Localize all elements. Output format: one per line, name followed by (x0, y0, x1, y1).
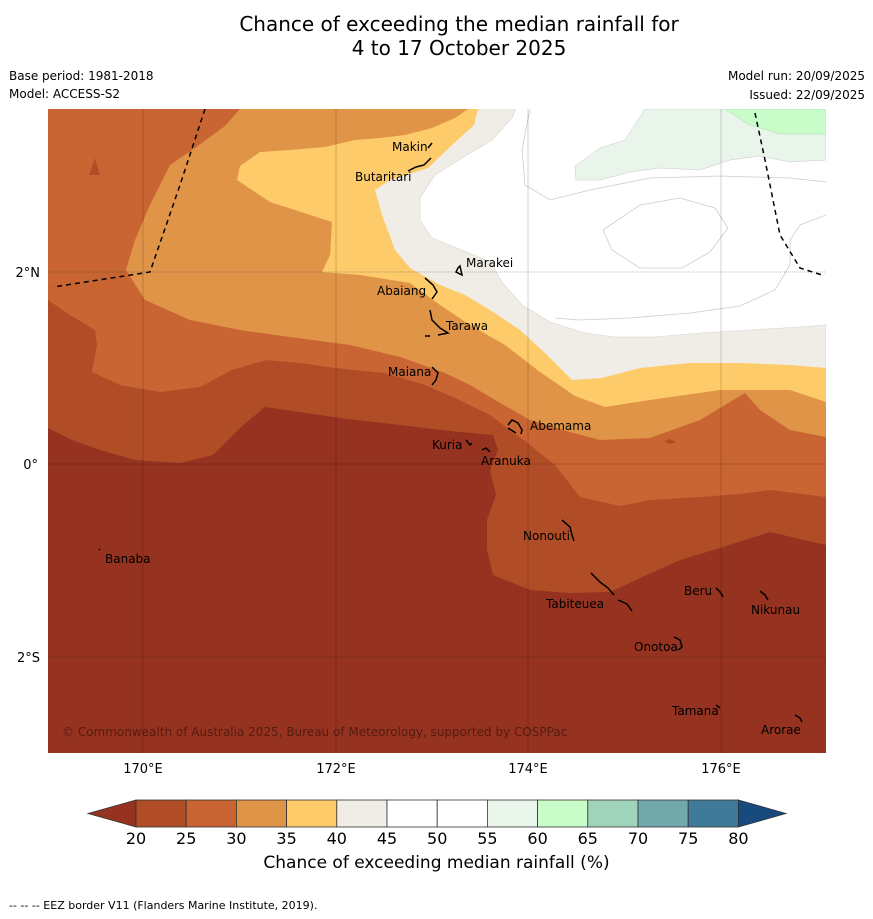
colorbar-label: Chance of exceeding median rainfall (%) (263, 853, 610, 873)
x-tick-174e: 174°E (508, 762, 548, 777)
label-onotoa: Onotoa (634, 640, 678, 654)
colorbar-tick-label: 80 (728, 829, 748, 848)
colorbar-tick-label: 50 (427, 829, 447, 848)
x-tick-170e: 170°E (123, 762, 163, 777)
x-tick-176e: 176°E (701, 762, 741, 777)
label-nonouti: Nonouti (523, 529, 570, 543)
island-butaritari (407, 157, 432, 172)
colorbar: 20 25 30 35 40 45 50 55 60 65 70 75 80 (86, 799, 788, 848)
label-tamana: Tamana (671, 704, 719, 718)
colorbar-tick-label: 75 (678, 829, 698, 848)
island-arorae (794, 714, 803, 723)
island-kuria (465, 439, 473, 447)
colorbar-segment (336, 799, 388, 828)
chart-title: Chance of exceeding the median rainfall … (0, 12, 873, 60)
colorbar-arrow-low (86, 799, 137, 828)
colorbar-segment (436, 799, 488, 828)
colorbar-segment (486, 799, 538, 828)
island-makin (427, 142, 433, 149)
island-tarawa (425, 309, 450, 337)
label-maiana: Maiana (388, 365, 431, 379)
model-name: Model: ACCESS-S2 (9, 87, 121, 101)
rainfall-map: Makin Butaritari Marakei Abaiang Tarawa … (48, 109, 826, 753)
colorbar-tick-label: 20 (126, 829, 146, 848)
label-banaba: Banaba (105, 552, 151, 566)
island-onotoa (673, 636, 683, 651)
colorbar-segment (637, 799, 689, 828)
colorbar-tick-label: 45 (377, 829, 397, 848)
label-aranuka: Aranuka (481, 454, 531, 468)
title-line-2: 4 to 17 October 2025 (351, 36, 567, 60)
label-beru: Beru (684, 584, 712, 598)
island-tabiteuea (590, 572, 633, 612)
label-butaritari: Butaritari (355, 170, 412, 184)
island-nonouti (561, 519, 575, 542)
label-tabiteuea: Tabiteuea (545, 597, 604, 611)
small-blob-west (89, 158, 100, 175)
y-tick-2s: 2°S (17, 651, 40, 666)
contour-line-1 (602, 197, 729, 269)
contour-line-3 (554, 214, 826, 321)
colorbar-tick-label: 30 (226, 829, 246, 848)
island-labels: Makin Butaritari Marakei Abaiang Tarawa … (105, 140, 801, 737)
island-aranuka (481, 447, 491, 453)
island-shapes (98, 142, 803, 723)
eez-borders (52, 109, 823, 288)
island-nikunau (759, 590, 769, 601)
colorbar-segment (185, 799, 237, 828)
colorbar-tick-label: 40 (327, 829, 347, 848)
label-kuria: Kuria (432, 438, 463, 452)
colorbar-tick-label: 70 (628, 829, 648, 848)
y-axis-ticks: 2°N 0° 2°S (16, 266, 41, 666)
y-tick-2n: 2°N (16, 266, 41, 281)
y-tick-0: 0° (23, 458, 38, 473)
colorbar-segment (235, 799, 287, 828)
island-abemama (507, 419, 523, 435)
model-run: Model run: 20/09/2025 (727, 69, 865, 83)
label-abaiang: Abaiang (377, 284, 426, 298)
band-60-65 (724, 109, 826, 135)
island-beru (715, 587, 724, 598)
colorbar-tick-label: 65 (578, 829, 598, 848)
label-abemama: Abemama (530, 419, 591, 433)
label-arorae: Arorae (761, 723, 801, 737)
label-marakei: Marakei (466, 256, 513, 270)
label-makin: Makin (392, 140, 428, 154)
colorbar-tick-label: 60 (527, 829, 547, 848)
island-maiana (431, 366, 439, 386)
x-axis-ticks: 170°E 172°E 174°E 176°E (123, 762, 741, 777)
graticule (48, 109, 826, 753)
colorbar-segment (135, 799, 187, 828)
island-banaba (98, 548, 101, 551)
island-abaiang (424, 277, 438, 300)
colorbar-tick-label: 35 (276, 829, 296, 848)
island-marakei (454, 264, 464, 277)
colorbar-segment (537, 799, 589, 828)
colorbar-tick-label: 55 (477, 829, 497, 848)
label-tarawa: Tarawa (445, 319, 488, 333)
small-blob-east (664, 439, 677, 444)
colorbar-segment (386, 799, 438, 828)
band-below-20 (48, 407, 826, 753)
colorbar-segment (286, 799, 338, 828)
eez-footnote: -- -- -- EEZ border V11 (Flanders Marine… (9, 899, 318, 912)
base-period: Base period: 1981-2018 (9, 69, 154, 83)
island-tamana (715, 704, 721, 709)
colorbar-arrow-high (738, 799, 788, 828)
title-line-1: Chance of exceeding the median rainfall … (239, 12, 679, 36)
issued-date: Issued: 22/09/2025 (749, 88, 865, 102)
contour-line-2 (521, 109, 826, 201)
x-tick-172e: 172°E (316, 762, 356, 777)
colorbar-segment (587, 799, 639, 828)
copyright-notice: © Commonwealth of Australia 2025, Bureau… (62, 725, 567, 739)
colorbar-tick-label: 25 (176, 829, 196, 848)
label-nikunau: Nikunau (751, 603, 800, 617)
colorbar-segment (687, 799, 739, 828)
